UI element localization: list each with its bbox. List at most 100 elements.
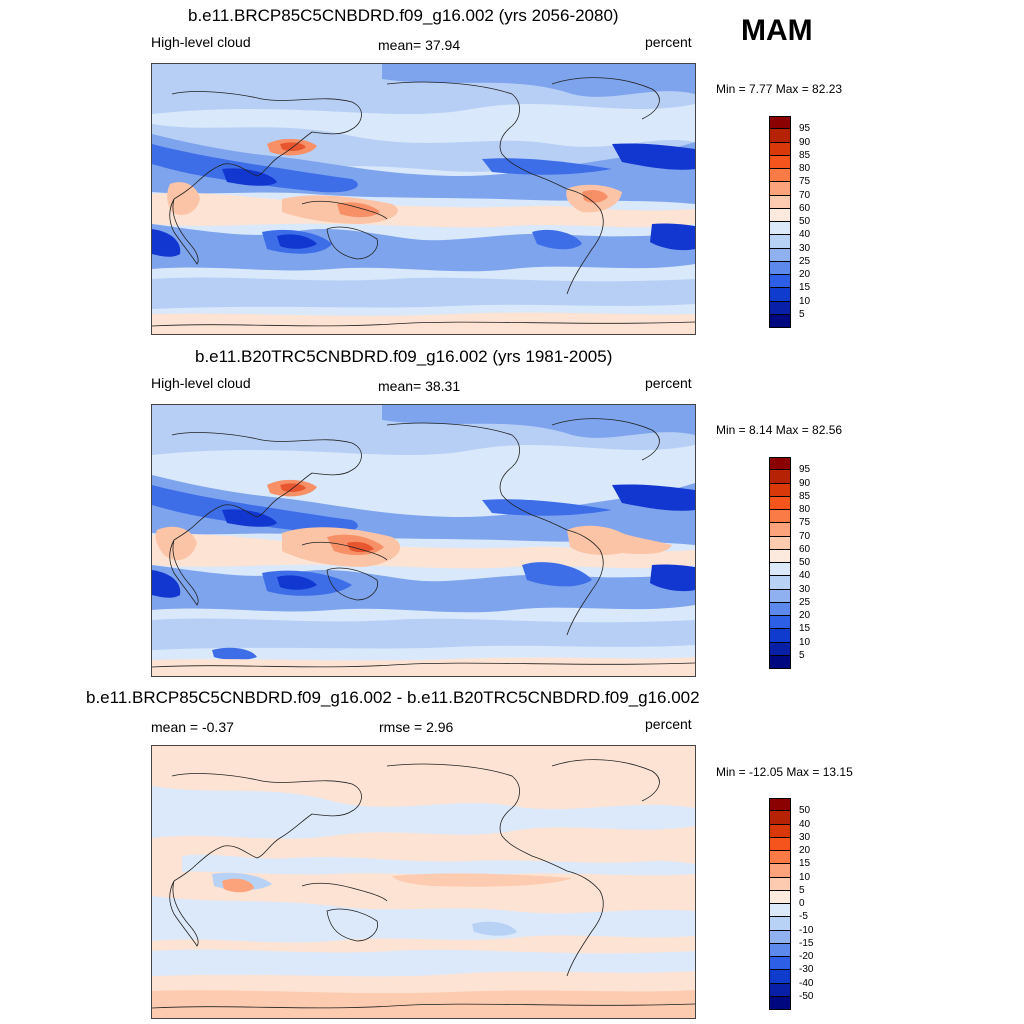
colorbar-tick-label: 30 xyxy=(799,831,811,843)
cloud-field-pacific-north xyxy=(482,499,612,516)
colorbar-tick-label: 5 xyxy=(799,649,805,661)
diff-field-antarctica xyxy=(152,990,695,1018)
colorbar-tick-label: -30 xyxy=(799,964,814,976)
diff-field-central-pacific xyxy=(392,873,572,887)
colorbar-tick-label: 40 xyxy=(799,570,811,582)
cloud-field-maritime-peak xyxy=(347,541,374,553)
cloud-field-atlantic-north xyxy=(612,484,695,511)
cloud-field-africa xyxy=(155,526,197,561)
cloud-field-atlantic-north xyxy=(612,143,695,170)
colorbar-tick-label: 80 xyxy=(799,504,811,515)
panel-2-units-label: percent xyxy=(645,375,692,391)
colorbar-tick-label: 80 xyxy=(799,163,811,174)
colorbar-tick-label: 25 xyxy=(799,596,811,608)
colorbar-tick-label: 70 xyxy=(799,530,811,542)
colorbar-tick-label: -5 xyxy=(799,911,808,923)
cloud-field-southern-ocean xyxy=(152,277,695,309)
panel-2-minmax: Min = 8.14 Max = 82.56 xyxy=(716,423,843,437)
cloud-field-sahara-core xyxy=(222,509,277,527)
cloud-field-south-atlantic-west xyxy=(152,570,181,598)
diff-field-subtropics-north xyxy=(182,854,695,876)
colorbar-frame xyxy=(769,457,791,669)
panel-1-mean-label: mean= 37.94 xyxy=(378,37,461,53)
panel-3-units-label: percent xyxy=(645,716,692,732)
cloud-field-sahara xyxy=(152,485,358,534)
cloud-field-southern-ocean-patch xyxy=(212,647,257,660)
colorbar-frame xyxy=(769,116,791,328)
panel-2-map xyxy=(151,404,696,677)
colorbar-tick-label: 70 xyxy=(799,189,811,201)
cloud-field-southeast-pacific xyxy=(532,229,582,250)
cloud-field-south-atlantic-east xyxy=(650,223,695,251)
colorbar-tick-label: 5 xyxy=(799,884,805,896)
cloud-field-indian-ocean-core xyxy=(277,234,317,249)
colorbar-tick-label: 50 xyxy=(799,805,811,817)
panel-3-colorbar: 50 40 30 20 15 10 5 0 -5 -10 -15 -20 -30 -40 -50 xyxy=(769,798,829,1010)
colorbar-tick-label: 15 xyxy=(799,858,811,870)
colorbar-tick-label: 5 xyxy=(799,308,805,320)
cloud-field-amazon-core xyxy=(582,189,608,203)
coastlines xyxy=(152,759,695,1009)
colorbar-tick-label: 15 xyxy=(799,623,811,635)
colorbar-frame xyxy=(769,798,791,1010)
colorbar-tick-label: 30 xyxy=(799,242,811,254)
colorbar-tick-label: 90 xyxy=(799,136,811,148)
season-label: MAM xyxy=(741,14,813,47)
panel-2-mean-label: mean= 38.31 xyxy=(378,378,461,394)
cloud-field-pacific-north xyxy=(482,158,612,175)
colorbar-tick-label: 20 xyxy=(799,610,811,621)
panel-2-colorbar: 95 90 85 80 75 70 60 50 40 30 25 20 15 10 5 xyxy=(769,457,829,669)
colorbar-tick-label: 50 xyxy=(799,216,811,227)
panel-2-variable-label: High-level cloud xyxy=(151,375,251,391)
colorbar-tick-label: 30 xyxy=(799,583,811,595)
panel-2-title: b.e11.B20TRC5CNBDRD.f09_g16.002 (yrs 198… xyxy=(195,347,613,366)
colorbar-tick-label: 40 xyxy=(799,818,811,830)
panel-3-mean-label: mean = -0.37 xyxy=(151,719,234,735)
colorbar-tick-label: 40 xyxy=(799,229,811,241)
panel-1-map xyxy=(151,63,696,335)
cloud-field-indian-ocean-core xyxy=(277,575,317,590)
panel-1-minmax: Min = 7.77 Max = 82.23 xyxy=(716,82,843,96)
colorbar-tick-label: 0 xyxy=(799,898,805,909)
diff-field-indian-ocean xyxy=(222,878,254,893)
panel-1-units-label: percent xyxy=(645,34,692,50)
colorbar-tick-label: 60 xyxy=(799,202,811,214)
cloud-field-southern-ocean xyxy=(152,618,695,650)
panel-3-minmax: Min = -12.05 Max = 13.15 xyxy=(716,765,853,779)
panel-1-title: b.e11.BRCP85C5CNBDRD.f09_g16.002 (yrs 20… xyxy=(188,6,619,25)
colorbar-tick-label: -20 xyxy=(799,951,814,962)
cloud-field-sahara-core xyxy=(222,168,277,186)
colorbar-tick-label: 10 xyxy=(799,636,811,648)
colorbar-tick-label: 50 xyxy=(799,557,811,568)
colorbar-tick-label: -10 xyxy=(799,924,814,936)
diff-field-north xyxy=(152,786,695,839)
cloud-field-arctic-low xyxy=(382,64,695,97)
cloud-field-sahara xyxy=(152,144,358,193)
panel-1-variable-label: High-level cloud xyxy=(151,34,251,50)
panel-1-colorbar: 95 90 85 80 75 70 60 50 40 30 25 20 15 10 5 xyxy=(769,116,829,328)
colorbar-tick-label: 10 xyxy=(799,871,811,883)
colorbar-tick-label: 75 xyxy=(799,517,811,529)
colorbar-tick-label: 20 xyxy=(799,845,811,856)
cloud-field-south-atlantic-east xyxy=(650,564,695,592)
colorbar-tick-label: 90 xyxy=(799,477,811,489)
cloud-field-antarctica xyxy=(152,657,695,676)
colorbar-tick-label: -40 xyxy=(799,977,814,989)
cloud-field-amazon xyxy=(567,525,672,555)
panel-3-map xyxy=(151,745,696,1019)
colorbar-tick-label: -50 xyxy=(799,990,814,1002)
colorbar-tick-label: 75 xyxy=(799,176,811,188)
colorbar-tick-label: 95 xyxy=(799,123,811,135)
colorbar-tick-label: 10 xyxy=(799,295,811,307)
colorbar-tick-label: 85 xyxy=(799,490,811,502)
colorbar-tick-label: -15 xyxy=(799,937,814,949)
coastlines xyxy=(152,418,695,668)
colorbar-tick-label: 85 xyxy=(799,149,811,161)
cloud-field-south-atlantic-west xyxy=(152,229,181,257)
cloud-field-southeast-pacific xyxy=(522,562,592,587)
colorbar-tick-label: 95 xyxy=(799,464,811,476)
panel-3-title: b.e11.BRCP85C5CNBDRD.f09_g16.002 - b.e11… xyxy=(86,688,700,707)
cloud-field-maritime-core xyxy=(337,202,380,218)
diff-field-south-pacific xyxy=(472,921,517,936)
panel-3-rmse-label: rmse = 2.96 xyxy=(379,719,454,735)
